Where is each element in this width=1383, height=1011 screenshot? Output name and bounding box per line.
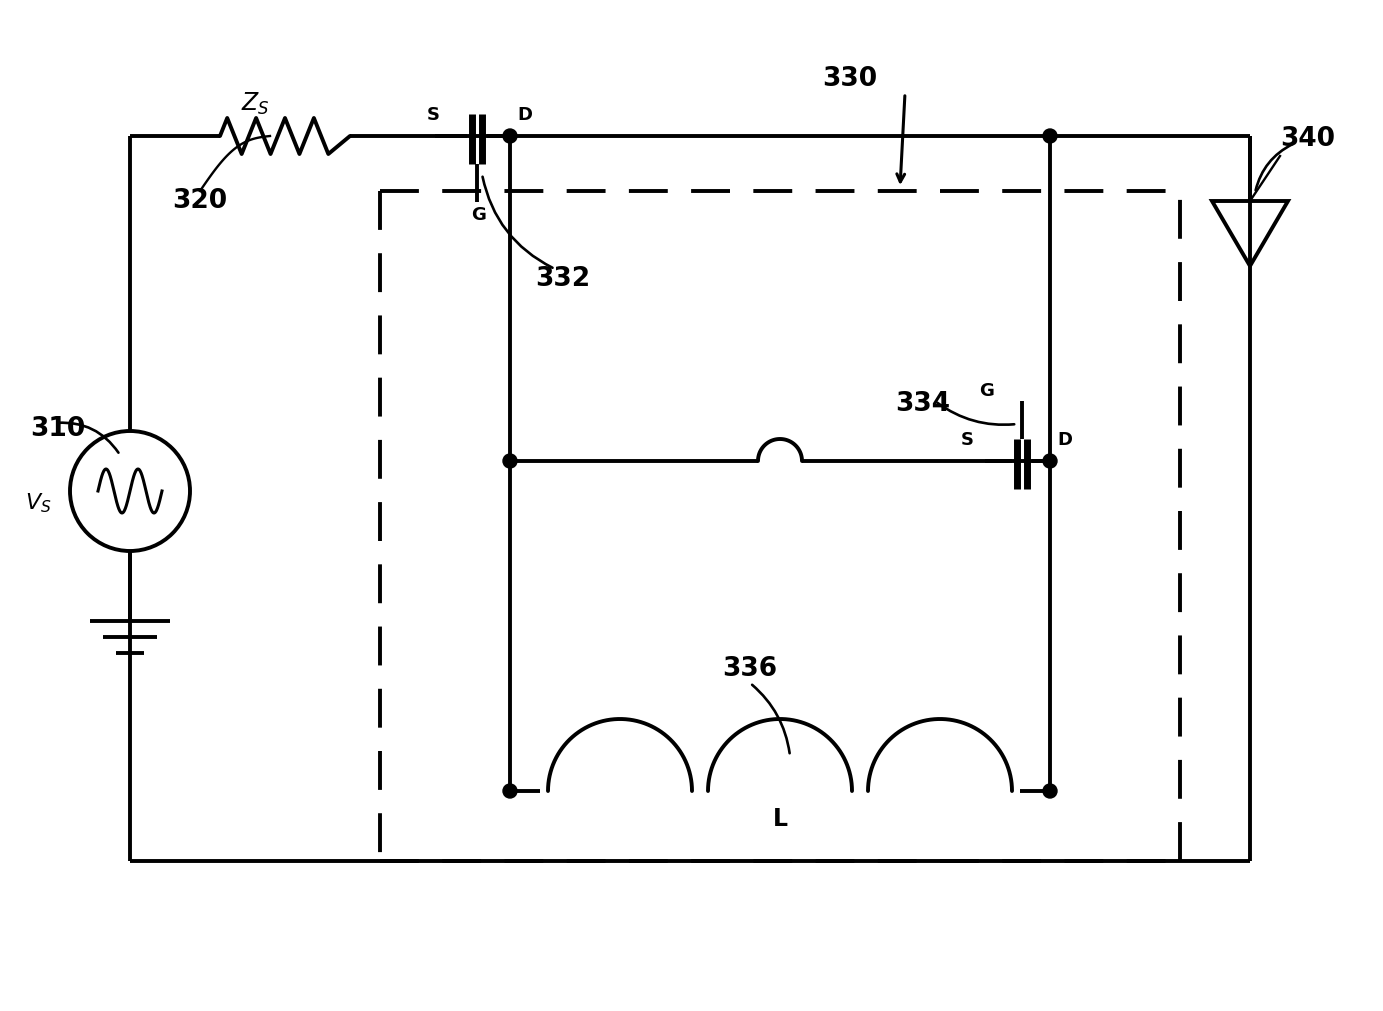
Text: L: L	[773, 807, 787, 831]
Text: 330: 330	[823, 66, 878, 92]
Circle shape	[1043, 129, 1057, 143]
Text: S: S	[961, 431, 974, 449]
Circle shape	[503, 454, 517, 468]
Text: G: G	[979, 382, 994, 400]
Text: 310: 310	[30, 416, 86, 442]
Text: D: D	[517, 106, 532, 124]
Text: S: S	[426, 106, 440, 124]
Text: $V_S$: $V_S$	[25, 491, 51, 515]
Text: 332: 332	[535, 266, 591, 292]
Circle shape	[1043, 454, 1057, 468]
Circle shape	[503, 129, 517, 143]
Circle shape	[1043, 784, 1057, 798]
Text: $Z_S$: $Z_S$	[241, 91, 270, 117]
Text: 336: 336	[722, 656, 777, 682]
Text: G: G	[472, 206, 487, 224]
Text: 340: 340	[1281, 126, 1335, 152]
Circle shape	[503, 784, 517, 798]
Text: 334: 334	[895, 391, 950, 417]
Text: 320: 320	[173, 188, 228, 214]
Text: D: D	[1058, 431, 1072, 449]
